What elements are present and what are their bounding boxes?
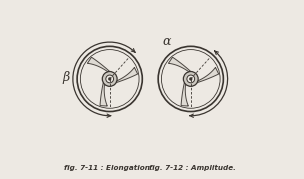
Polygon shape (100, 83, 107, 106)
Circle shape (189, 78, 192, 80)
Polygon shape (116, 67, 138, 83)
Circle shape (158, 46, 223, 112)
Polygon shape (181, 83, 188, 106)
Text: α: α (162, 35, 171, 48)
Circle shape (77, 46, 142, 112)
Polygon shape (168, 57, 191, 72)
Text: fig. 7-11 : Elongation.: fig. 7-11 : Elongation. (64, 165, 152, 171)
Polygon shape (88, 57, 110, 72)
Circle shape (106, 75, 114, 83)
Text: β: β (62, 71, 69, 84)
Text: fig. 7-12 : Amplitude.: fig. 7-12 : Amplitude. (149, 165, 236, 171)
Circle shape (102, 72, 117, 86)
Circle shape (108, 78, 111, 80)
Polygon shape (197, 67, 219, 83)
Circle shape (183, 72, 198, 86)
Circle shape (187, 75, 195, 83)
